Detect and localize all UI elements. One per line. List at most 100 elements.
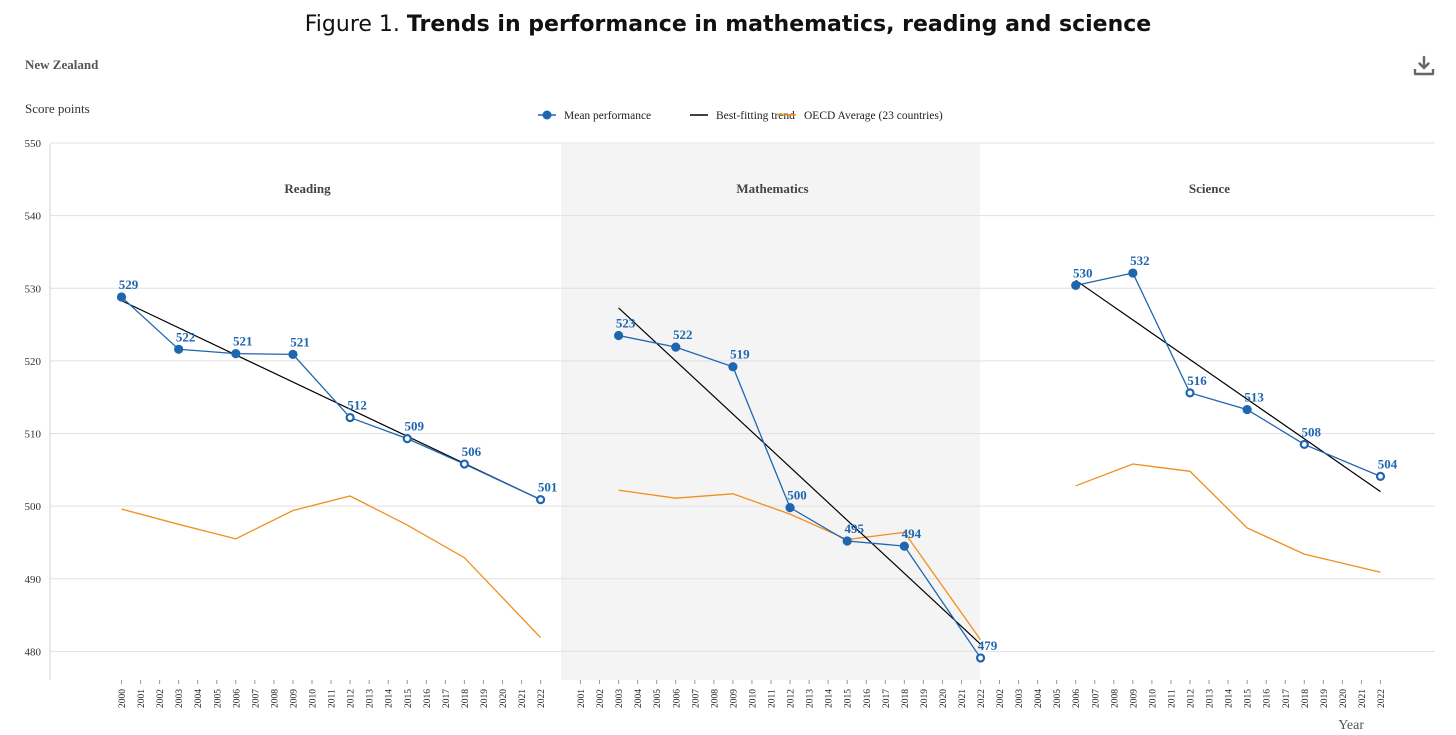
x-tick-label: 2016 xyxy=(1263,689,1273,708)
mean-point-filled xyxy=(842,536,852,546)
data-label: 523 xyxy=(616,316,636,331)
x-tick-label: 2005 xyxy=(1053,689,1063,708)
panel-title: Mathematics xyxy=(736,181,808,196)
x-tick-label: 2019 xyxy=(1320,689,1330,708)
panel-science: Science 2002 2003 2004 2005 2006 2007 2008 2009 2… xyxy=(996,181,1398,708)
legend-label-trend: Best-fitting trend xyxy=(716,110,795,122)
mean-point-filled xyxy=(288,349,298,359)
mean-point-filled xyxy=(728,362,738,372)
x-tick-label: 2021 xyxy=(518,689,528,708)
x-tick-label: 2014 xyxy=(385,689,395,708)
y-tick-label: 480 xyxy=(25,646,42,658)
x-tick-label: 2016 xyxy=(423,689,433,708)
x-tick-label: 2017 xyxy=(882,689,892,708)
x-tick-label: 2007 xyxy=(251,689,261,708)
panel-mathematics: Mathematics 2001 2002 2003 2004 2005 2006 2007 2… xyxy=(577,181,998,708)
mean-point-filled xyxy=(1242,404,1252,415)
x-axis-title: Year xyxy=(1338,718,1364,733)
x-tick-label: 2005 xyxy=(213,689,223,708)
download-icon[interactable] xyxy=(1412,54,1436,78)
mean-point-open xyxy=(1299,439,1309,450)
mean-point-filled xyxy=(116,292,127,302)
x-tick-label: 2012 xyxy=(347,689,357,708)
x-tick-label: 2006 xyxy=(1072,689,1082,708)
legend-label-mean: Mean performance xyxy=(564,110,651,122)
y-axis-title: Score points xyxy=(25,101,90,116)
y-tick-label: 520 xyxy=(25,356,42,368)
x-tick-label: 2010 xyxy=(748,689,758,708)
y-tick-label: 540 xyxy=(25,211,42,223)
mean-point-filled xyxy=(174,344,184,354)
x-tick-label: 2007 xyxy=(691,689,701,708)
x-tick-label: 2020 xyxy=(1339,689,1349,708)
mean-point-filled xyxy=(1128,268,1138,278)
data-label: 494 xyxy=(902,526,922,541)
x-tick-label: 2006 xyxy=(672,689,682,708)
data-label: 530 xyxy=(1073,265,1093,280)
mean-point-open xyxy=(535,495,546,505)
data-label: 519 xyxy=(730,347,750,362)
y-tick-label: 550 xyxy=(25,138,42,150)
y-tick-label: 490 xyxy=(25,574,42,586)
x-tick-label: 2002 xyxy=(596,689,606,708)
data-label: 479 xyxy=(978,638,998,653)
data-label: 521 xyxy=(290,334,310,349)
data-label: 495 xyxy=(844,521,864,536)
x-tick-label: 2018 xyxy=(1301,689,1311,708)
mean-point-open xyxy=(1185,388,1195,398)
x-tick-label: 2013 xyxy=(1206,689,1216,708)
trend-line xyxy=(618,307,981,645)
x-tick-label: 2008 xyxy=(270,689,280,708)
x-tick-label: 2018 xyxy=(461,689,471,708)
panel-title: Reading xyxy=(284,181,331,196)
x-tick-label: 2009 xyxy=(1129,689,1139,708)
figure-prefix: Figure 1. xyxy=(304,12,400,37)
x-tick-label: 2011 xyxy=(768,689,778,708)
mean-point-filled xyxy=(614,330,624,341)
data-label: 513 xyxy=(1244,390,1264,405)
x-tick-label: 2020 xyxy=(939,689,949,708)
data-label: 500 xyxy=(787,488,807,503)
x-tick-label: 2017 xyxy=(1282,689,1292,708)
x-tick-label: 2008 xyxy=(1110,689,1120,708)
x-tick-label: 2021 xyxy=(958,689,968,708)
x-tick-label: 2013 xyxy=(366,689,376,708)
x-tick-label: 2006 xyxy=(232,689,242,708)
data-label: 532 xyxy=(1130,253,1150,268)
x-tick-label: 2015 xyxy=(404,689,414,708)
x-tick-label: 2003 xyxy=(1015,689,1025,708)
x-tick-label: 2016 xyxy=(863,689,873,708)
x-tick-label: 2010 xyxy=(309,689,319,708)
x-tick-label: 2002 xyxy=(996,689,1006,708)
country-label: New Zealand xyxy=(25,57,99,72)
x-tick-label: 2011 xyxy=(328,689,338,708)
y-tick-label: 530 xyxy=(25,283,42,295)
legend-label-oecd: OECD Average (23 countries) xyxy=(804,110,943,122)
data-label: 501 xyxy=(538,480,558,495)
x-tick-label: 2005 xyxy=(653,689,663,708)
mean-point-open xyxy=(1375,471,1386,481)
legend: Mean performance Best-fitting trend OECD A… xyxy=(538,110,943,122)
mean-point-filled xyxy=(785,503,795,513)
data-label: 508 xyxy=(1302,424,1322,439)
data-label: 506 xyxy=(462,444,482,459)
mean-point-open xyxy=(975,653,986,663)
mean-point-open xyxy=(402,434,412,444)
x-tick-label: 2021 xyxy=(1358,689,1368,708)
x-tick-label: 2004 xyxy=(194,689,204,708)
trend-line xyxy=(1075,279,1381,493)
mean-point-open xyxy=(345,412,355,423)
x-tick-label: 2017 xyxy=(442,689,452,708)
x-tick-label: 2002 xyxy=(156,689,166,708)
mean-point-filled xyxy=(899,541,909,551)
legend-marker-mean xyxy=(542,110,552,120)
y-tick-label: 510 xyxy=(25,429,42,441)
chart-title: Figure 1. Trends in performance in mathe… xyxy=(0,12,1456,37)
data-label: 512 xyxy=(347,398,367,413)
x-tick-label: 2014 xyxy=(1225,689,1235,708)
x-tick-label: 2003 xyxy=(175,689,185,708)
mean-performance-line xyxy=(121,296,541,501)
y-tick-label: 500 xyxy=(25,501,42,513)
data-label: 509 xyxy=(405,419,425,434)
data-label: 516 xyxy=(1187,373,1207,388)
